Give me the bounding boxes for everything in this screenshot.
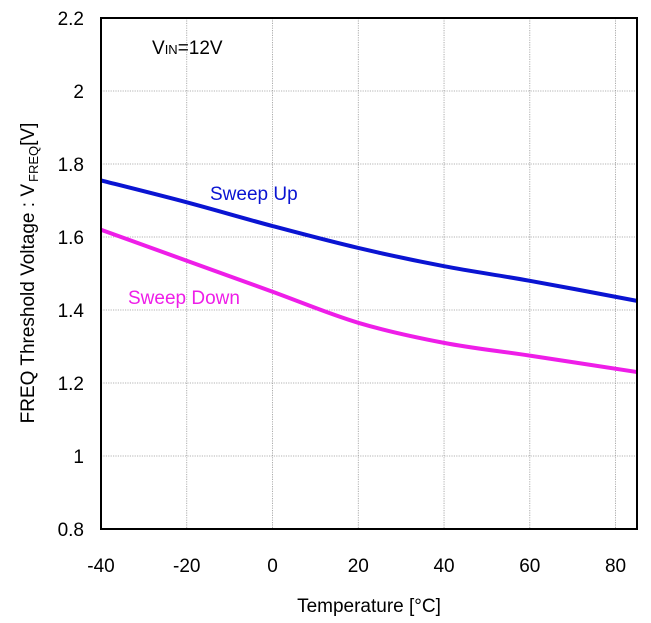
y-tick-label: 1 <box>73 447 84 468</box>
y-axis-title-main: FREQ Threshold Voltage : V <box>18 184 39 424</box>
y-tick-label: 0.8 <box>58 520 84 541</box>
y-tick-label: 1.4 <box>58 301 85 322</box>
y-tick-label: 2 <box>73 82 84 103</box>
x-tick-label: -20 <box>173 556 200 577</box>
x-tick-label: -40 <box>87 556 114 577</box>
y-tick-label: 1.8 <box>58 155 84 176</box>
y-tick-label: 1.2 <box>58 374 84 395</box>
y-axis-title-sub: FREQ <box>26 146 41 182</box>
y-axis-title: FREQ Threshold Voltage : V FREQ[V] <box>18 123 41 424</box>
sweep-down-line <box>100 227 638 375</box>
series-label-sweep-up: Sweep Up <box>210 184 298 205</box>
x-tick-label: 20 <box>348 556 369 577</box>
x-tick-label: 80 <box>605 556 626 577</box>
plot-frame <box>100 17 638 530</box>
y-tick-label: 1.6 <box>58 228 84 249</box>
x-tick-label: 60 <box>519 556 540 577</box>
condition-annotation-main: V <box>152 38 165 59</box>
grid-lines <box>101 18 637 529</box>
series-label-sweep-down: Sweep Down <box>128 288 240 309</box>
x-tick-label: 40 <box>433 556 454 577</box>
x-axis-title: Temperature [°C] <box>297 596 441 617</box>
tick-labels: -40 -20 0 20 40 60 80 0.8 1 1.2 1.4 1.6 1.8 2 2.2 <box>58 9 627 577</box>
condition-annotation: VIN=12V <box>152 38 223 59</box>
condition-annotation-sub: IN <box>165 42 178 57</box>
series-lines <box>100 178 638 375</box>
y-tick-label: 2.2 <box>58 9 84 30</box>
y-axis-title-unit: [V] <box>18 123 39 146</box>
sweep-up-line <box>100 178 638 303</box>
condition-annotation-rest: =12V <box>178 38 223 59</box>
x-tick-label: 0 <box>267 556 278 577</box>
